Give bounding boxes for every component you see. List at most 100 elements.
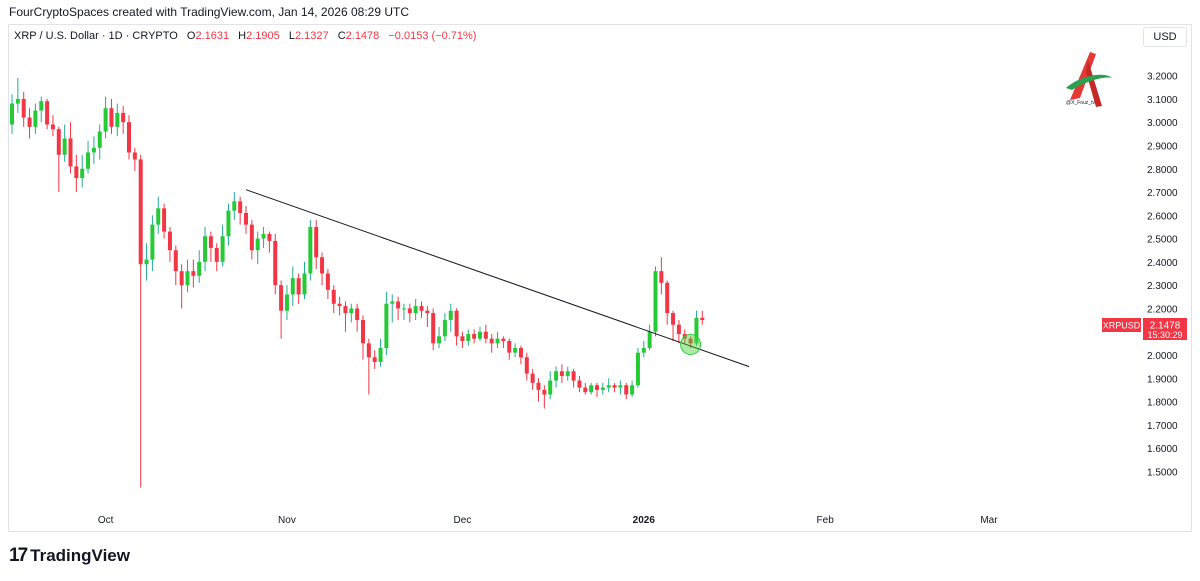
candle [203, 226, 208, 272]
candle-body [203, 236, 208, 262]
y-tick-label: 2.2000 [1147, 304, 1178, 315]
x-tick-label: Dec [454, 515, 472, 526]
candle-body [565, 371, 570, 376]
symbol-description[interactable]: XRP / U.S. Dollar · 1D · CRYPTO [14, 30, 178, 42]
candle [103, 96, 108, 139]
candle-body [167, 231, 172, 251]
candle-body [56, 129, 61, 155]
candle [507, 338, 512, 360]
candle [612, 382, 617, 393]
candle-body [97, 131, 102, 148]
candle-body [612, 385, 617, 388]
x-tick-label: 2026 [633, 515, 656, 526]
candle [641, 341, 646, 358]
candle [27, 108, 32, 139]
watermark-handle: @X_Fouz_tv [1066, 100, 1095, 106]
candle-body [115, 112, 120, 127]
price-axis[interactable]: 3.2000 3.1000 3.0000 2.9000 2.8000 2.7000 2.60… [1147, 72, 1178, 479]
candle [472, 329, 477, 344]
candle [162, 203, 167, 239]
trendline[interactable] [245, 189, 750, 368]
candle-body [226, 210, 231, 237]
candle-body [495, 338, 500, 344]
candle-body [156, 208, 161, 225]
candle [261, 226, 266, 248]
candle [115, 103, 120, 137]
candle [407, 303, 412, 323]
candle [378, 338, 383, 367]
candle [150, 215, 155, 272]
y-tick-label: 1.5000 [1147, 467, 1178, 478]
high-label: H [238, 30, 247, 42]
candle-body [694, 317, 699, 344]
y-tick-label: 2.0000 [1147, 351, 1178, 362]
candle [635, 347, 640, 388]
candle [132, 147, 137, 172]
candle-body [407, 308, 412, 314]
candle [478, 327, 482, 342]
x-tick-label: Feb [817, 515, 835, 526]
candle [659, 257, 664, 295]
candle-body [524, 357, 529, 374]
candle [559, 364, 564, 383]
candle-body [518, 347, 523, 358]
candle [97, 124, 102, 160]
candle [226, 203, 231, 246]
candle [618, 380, 623, 395]
candle-body [618, 385, 623, 388]
candle [542, 385, 547, 409]
candle [337, 296, 342, 316]
candle [302, 261, 307, 300]
candle [308, 219, 313, 281]
candle [74, 154, 79, 193]
candle-body [378, 347, 383, 362]
candle [91, 136, 96, 165]
candle [384, 292, 389, 355]
candle-body [478, 331, 482, 339]
candle-body [80, 168, 85, 179]
ohlc-legend: XRP / U.S. Dollar · 1D · CRYPTO O2.1631 … [14, 30, 476, 42]
candle-body [45, 101, 50, 125]
y-tick-label: 2.7000 [1147, 188, 1178, 199]
high-value: 2.1905 [246, 30, 280, 42]
candle [431, 308, 436, 351]
chart-frame [8, 24, 1192, 532]
candle-body [472, 334, 477, 339]
candle [524, 352, 529, 381]
candle [109, 98, 114, 134]
y-tick-label: 3.0000 [1147, 118, 1178, 129]
candle-body [132, 152, 137, 160]
y-tick-label: 1.7000 [1147, 421, 1178, 432]
price-tag-price: 2.1478 [1150, 321, 1181, 332]
candle [665, 280, 670, 325]
x-tick-label: Nov [278, 515, 296, 526]
candle-body [50, 124, 55, 130]
candle-body [208, 236, 213, 248]
candle-body [372, 357, 377, 362]
currency-button[interactable]: USD [1143, 27, 1187, 47]
candle [279, 280, 284, 339]
time-axis[interactable]: Oct Nov Dec 2026 Feb Mar [98, 515, 998, 526]
candle [220, 224, 225, 267]
candle [548, 371, 553, 400]
candle [437, 327, 442, 348]
candle-body [431, 313, 436, 344]
y-tick-label: 3.1000 [1147, 95, 1178, 106]
close-value: 2.1478 [345, 30, 380, 42]
candle [80, 154, 85, 188]
candle [495, 331, 500, 348]
candle-body [320, 257, 325, 274]
candle [62, 124, 67, 162]
tradingview-logo[interactable]: 17 TradingView [9, 545, 130, 567]
candle [144, 243, 149, 281]
candle [191, 259, 196, 288]
candle [366, 338, 371, 395]
candle [595, 382, 599, 397]
candle [15, 77, 20, 113]
candle [390, 294, 395, 323]
candle-body [448, 310, 453, 321]
candle-body [33, 110, 38, 127]
candle-body [548, 380, 553, 395]
candle-body [39, 101, 44, 111]
